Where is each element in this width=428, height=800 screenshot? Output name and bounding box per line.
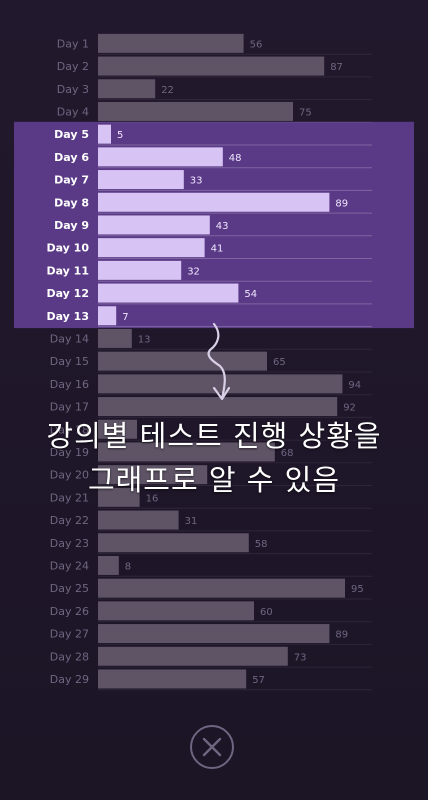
value-label: 32 xyxy=(187,266,200,277)
day-label: Day 29 xyxy=(50,673,89,686)
value-label: 60 xyxy=(260,607,273,618)
bar xyxy=(98,578,345,598)
bar xyxy=(98,101,293,121)
bar xyxy=(98,56,325,76)
bar xyxy=(98,624,330,644)
day-label: Day 23 xyxy=(50,537,89,550)
day-label: Day 18 xyxy=(50,423,89,436)
day-label: Day 24 xyxy=(50,559,89,572)
day-label: Day 7 xyxy=(54,174,89,187)
bar xyxy=(98,147,223,167)
day-label: Day 5 xyxy=(54,128,89,141)
arrow-icon xyxy=(207,322,226,400)
bar xyxy=(98,646,288,666)
value-label: 95 xyxy=(351,584,364,595)
value-label: 57 xyxy=(252,675,265,686)
day-label: Day 16 xyxy=(50,378,89,391)
day-label: Day 10 xyxy=(46,242,89,255)
bar xyxy=(98,601,254,621)
value-label: 89 xyxy=(335,630,348,641)
value-label: 43 xyxy=(216,221,229,232)
bar xyxy=(98,669,247,689)
bar xyxy=(98,306,117,326)
value-label: 89 xyxy=(335,198,348,209)
bar xyxy=(98,555,119,575)
value-label: 87 xyxy=(330,62,343,73)
bar xyxy=(98,328,132,348)
value-label: 8 xyxy=(125,561,131,572)
day-label: Day 28 xyxy=(50,650,89,663)
day-label: Day 21 xyxy=(50,491,89,504)
bar xyxy=(98,260,182,280)
bar xyxy=(98,192,330,212)
day-label: Day 2 xyxy=(57,60,89,73)
day-label: Day 14 xyxy=(50,332,89,345)
caption-line-1: 강의별 테스트 진행 상황을 xyxy=(46,419,382,453)
value-label: 92 xyxy=(343,403,356,414)
day-label: Day 11 xyxy=(46,264,89,277)
value-label: 31 xyxy=(185,516,198,527)
bar xyxy=(98,283,239,303)
day-label: Day 6 xyxy=(54,151,89,164)
value-label: 7 xyxy=(122,312,128,323)
day-label: Day 20 xyxy=(50,469,89,482)
day-label: Day 12 xyxy=(46,287,89,300)
day-label: Day 9 xyxy=(54,219,89,232)
close-icon xyxy=(202,737,222,757)
bar xyxy=(98,215,210,235)
day-label: Day 8 xyxy=(54,196,89,209)
bar xyxy=(98,465,208,485)
day-label: Day 3 xyxy=(57,83,89,96)
day-label: Day 13 xyxy=(46,310,89,323)
close-button[interactable] xyxy=(190,725,234,769)
bar xyxy=(98,374,343,394)
value-label: 68 xyxy=(281,448,294,459)
day-label: Day 1 xyxy=(57,37,89,50)
bar xyxy=(98,238,205,258)
bar xyxy=(98,33,244,53)
caption-line-2: 그래프로 알 수 있음 xyxy=(87,463,341,497)
day-label: Day 27 xyxy=(50,628,89,641)
value-label: 5 xyxy=(117,130,123,141)
day-label: Day 22 xyxy=(50,514,89,527)
value-label: 58 xyxy=(255,539,268,550)
value-label: 94 xyxy=(348,380,361,391)
value-label: 54 xyxy=(244,289,257,300)
value-label: 41 xyxy=(211,244,224,255)
bar xyxy=(98,170,184,190)
value-label: 65 xyxy=(273,357,286,368)
day-label: Day 17 xyxy=(50,401,89,414)
bar xyxy=(98,351,267,371)
caption-overlay: 강의별 테스트 진행 상황을 그래프로 알 수 있음 xyxy=(0,414,428,502)
value-label: 16 xyxy=(146,493,159,504)
day-label: Day 15 xyxy=(50,355,89,368)
bar xyxy=(98,533,249,553)
bar xyxy=(98,79,156,99)
day-label: Day 4 xyxy=(57,105,89,118)
day-label: Day 25 xyxy=(50,582,89,595)
value-label: 73 xyxy=(294,652,307,663)
bar xyxy=(98,397,338,417)
bar xyxy=(98,510,179,530)
value-label: 48 xyxy=(229,153,242,164)
bar xyxy=(98,487,140,507)
value-label: 75 xyxy=(299,107,312,118)
bar xyxy=(98,419,137,439)
bar xyxy=(98,124,111,144)
value-label: 56 xyxy=(250,39,263,50)
arrow-head-icon xyxy=(212,386,231,401)
value-label: 13 xyxy=(138,334,151,345)
bar xyxy=(98,442,275,462)
day-label: Day 26 xyxy=(50,605,89,618)
value-label: 33 xyxy=(190,176,203,187)
value-label: 22 xyxy=(161,85,174,96)
day-label: Day 19 xyxy=(50,446,89,459)
